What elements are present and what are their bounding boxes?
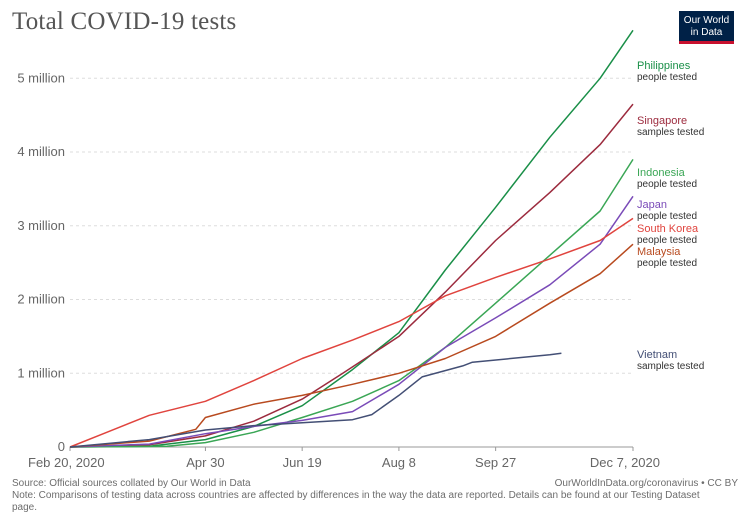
y-tick-label: 3 million bbox=[17, 218, 65, 233]
x-tick-label: Feb 20, 2020 bbox=[28, 455, 105, 470]
series-lines bbox=[69, 29, 634, 448]
credit-link[interactable]: OurWorldInData.org/coronavirus • CC BY bbox=[554, 478, 738, 489]
y-tick-label: 1 million bbox=[17, 365, 65, 380]
series-sublabel-malaysia: people tested bbox=[637, 258, 697, 269]
x-tick-label: Dec 7, 2020 bbox=[590, 455, 660, 470]
chart-title: Total COVID-19 tests bbox=[12, 8, 237, 35]
series-sublabel-indonesia: people tested bbox=[637, 179, 697, 190]
note-text: Note: Comparisons of testing data across… bbox=[12, 490, 700, 513]
owid-logo[interactable]: Our World in Data bbox=[679, 11, 734, 44]
series-label-philippines[interactable]: Philippines bbox=[637, 60, 691, 72]
x-axis-ticks: Feb 20, 2020 Apr 30 Jun 19 Aug 8 Sep 27 Dec 7… bbox=[28, 447, 660, 470]
x-tick-label: Sep 27 bbox=[475, 455, 516, 470]
series-label-south-korea[interactable]: South Korea bbox=[637, 223, 699, 235]
series-sublabel-vietnam: samples tested bbox=[637, 361, 704, 372]
y-axis-ticks: 0 1 million 2 million 3 million 4 million 5 m… bbox=[17, 70, 65, 454]
series-line-vietnam[interactable] bbox=[69, 352, 562, 448]
series-label-japan[interactable]: Japan bbox=[637, 199, 667, 211]
logo-text-line1: Our World bbox=[683, 15, 730, 26]
y-tick-label: 2 million bbox=[17, 292, 65, 307]
series-sublabel-philippines: people tested bbox=[637, 72, 697, 83]
series-line-japan[interactable] bbox=[69, 195, 634, 448]
series-sublabel-south-korea: people tested bbox=[637, 235, 697, 246]
y-tick-label: 4 million bbox=[17, 144, 65, 159]
series-label-vietnam[interactable]: Vietnam bbox=[637, 349, 677, 361]
series-line-indonesia[interactable] bbox=[69, 158, 634, 448]
x-tick-label: Aug 8 bbox=[382, 455, 416, 470]
logo-text-line2: in Data bbox=[690, 27, 723, 38]
series-label-singapore[interactable]: Singapore bbox=[637, 115, 687, 127]
series-label-indonesia[interactable]: Indonesia bbox=[637, 167, 686, 179]
series-label-malaysia[interactable]: Malaysia bbox=[637, 246, 681, 258]
x-tick-label: Jun 19 bbox=[283, 455, 322, 470]
grid-lines bbox=[70, 77, 633, 448]
line-chart: 0 1 million 2 million 3 million 4 million 5 m… bbox=[17, 29, 704, 470]
series-line-south-korea[interactable] bbox=[69, 217, 634, 448]
series-sublabel-singapore: samples tested bbox=[637, 127, 704, 138]
series-line-malaysia[interactable] bbox=[69, 243, 634, 448]
series-sublabel-japan: people tested bbox=[637, 211, 697, 222]
source-text: Source: Official sources collated by Our… bbox=[12, 478, 251, 489]
series-line-singapore[interactable] bbox=[69, 103, 634, 448]
y-tick-label: 0 bbox=[58, 439, 65, 454]
x-tick-label: Apr 30 bbox=[186, 455, 224, 470]
y-tick-label: 5 million bbox=[17, 70, 65, 85]
